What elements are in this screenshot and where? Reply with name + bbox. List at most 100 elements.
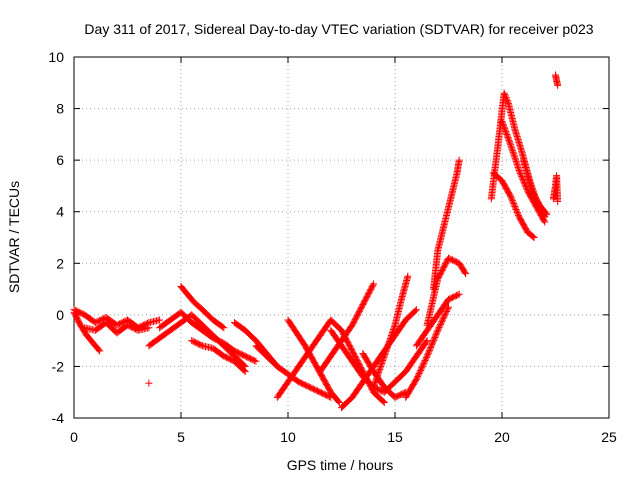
data-point [376, 364, 384, 372]
data-point [383, 343, 391, 351]
data-point [372, 376, 380, 384]
data-point [514, 163, 522, 171]
data-point [504, 135, 512, 143]
data-point [502, 129, 510, 137]
data-point [508, 144, 516, 152]
data-point [430, 336, 438, 344]
data-point [390, 324, 398, 332]
data-point [382, 348, 390, 356]
data-point [506, 139, 514, 147]
data-point [510, 200, 518, 208]
y-tick-label: -2 [52, 358, 65, 374]
data-point [95, 346, 103, 354]
data-point [414, 372, 422, 380]
data-point [389, 326, 397, 334]
data-point [507, 141, 515, 149]
data-point [378, 358, 386, 366]
data-point [371, 379, 379, 387]
data-point [418, 362, 426, 370]
data-point [431, 332, 439, 340]
data-point [503, 131, 511, 139]
y-tick-label: 2 [56, 255, 64, 271]
data-point [503, 132, 511, 140]
data-point [412, 375, 420, 383]
x-tick-label: 10 [280, 429, 296, 445]
data-point [454, 291, 462, 299]
data-point [419, 361, 427, 369]
data-point [516, 169, 524, 177]
data-point [390, 323, 398, 331]
data-point [498, 117, 506, 125]
data-point [508, 145, 516, 153]
data-point [518, 172, 526, 180]
data-point [197, 341, 205, 349]
data-point [511, 154, 519, 162]
data-point [511, 204, 519, 212]
data-point [388, 329, 396, 337]
data-point [379, 357, 387, 365]
data-point [373, 373, 381, 381]
data-point [455, 156, 463, 164]
data-point [420, 359, 428, 367]
data-point [513, 160, 521, 168]
data-point [380, 354, 388, 362]
data-point [422, 354, 430, 362]
data-point [427, 342, 435, 350]
data-point [423, 352, 431, 360]
data-point [379, 355, 387, 363]
data-point [145, 324, 153, 332]
data-point [429, 338, 437, 346]
data-point [515, 165, 523, 173]
data-point [372, 377, 380, 385]
data-point [379, 397, 387, 405]
data-point [415, 370, 423, 378]
data-point [512, 156, 520, 164]
data-point [378, 359, 386, 367]
data-point [433, 328, 441, 336]
data-point [426, 345, 434, 353]
data-point [385, 337, 393, 345]
y-tick-label: 8 [56, 101, 64, 117]
data-point [380, 399, 388, 407]
data-point [335, 399, 343, 407]
data-point [541, 218, 549, 226]
data-point [518, 174, 526, 182]
data-point [513, 159, 521, 167]
data-point [423, 337, 431, 345]
data-point [145, 379, 153, 387]
data-point [375, 368, 383, 376]
data-point [370, 280, 378, 288]
data-point [512, 206, 520, 214]
data-point [499, 119, 507, 127]
data-point [433, 329, 441, 337]
data-point [389, 327, 397, 335]
data-point [421, 356, 429, 364]
data-point [156, 316, 164, 324]
data-point [435, 323, 443, 331]
data-point [501, 126, 509, 134]
data-point [383, 345, 391, 353]
y-tick-labels: -4 -2 0 2 4 6 8 10 [48, 49, 64, 426]
data-point [384, 340, 392, 348]
data-point [504, 133, 512, 141]
data-point [251, 357, 259, 365]
data-point [434, 325, 442, 333]
data-point [411, 307, 419, 315]
data-point [416, 367, 424, 375]
data-point [511, 153, 519, 161]
data-point [514, 210, 522, 218]
data-point [540, 217, 548, 225]
data-point [374, 370, 382, 378]
data-point [500, 89, 508, 97]
data-point [418, 364, 426, 372]
data-point [554, 81, 562, 89]
chart-title: Day 311 of 2017, Sidereal Day-to-day VTE… [84, 21, 593, 37]
data-point [432, 331, 440, 339]
data-point [220, 324, 228, 332]
data-point [386, 334, 394, 342]
data-point [373, 374, 381, 382]
data-point [425, 348, 433, 356]
data-point [461, 268, 469, 276]
data-point [425, 346, 433, 354]
y-axis-title: SDTVAR / TECUs [6, 181, 22, 293]
